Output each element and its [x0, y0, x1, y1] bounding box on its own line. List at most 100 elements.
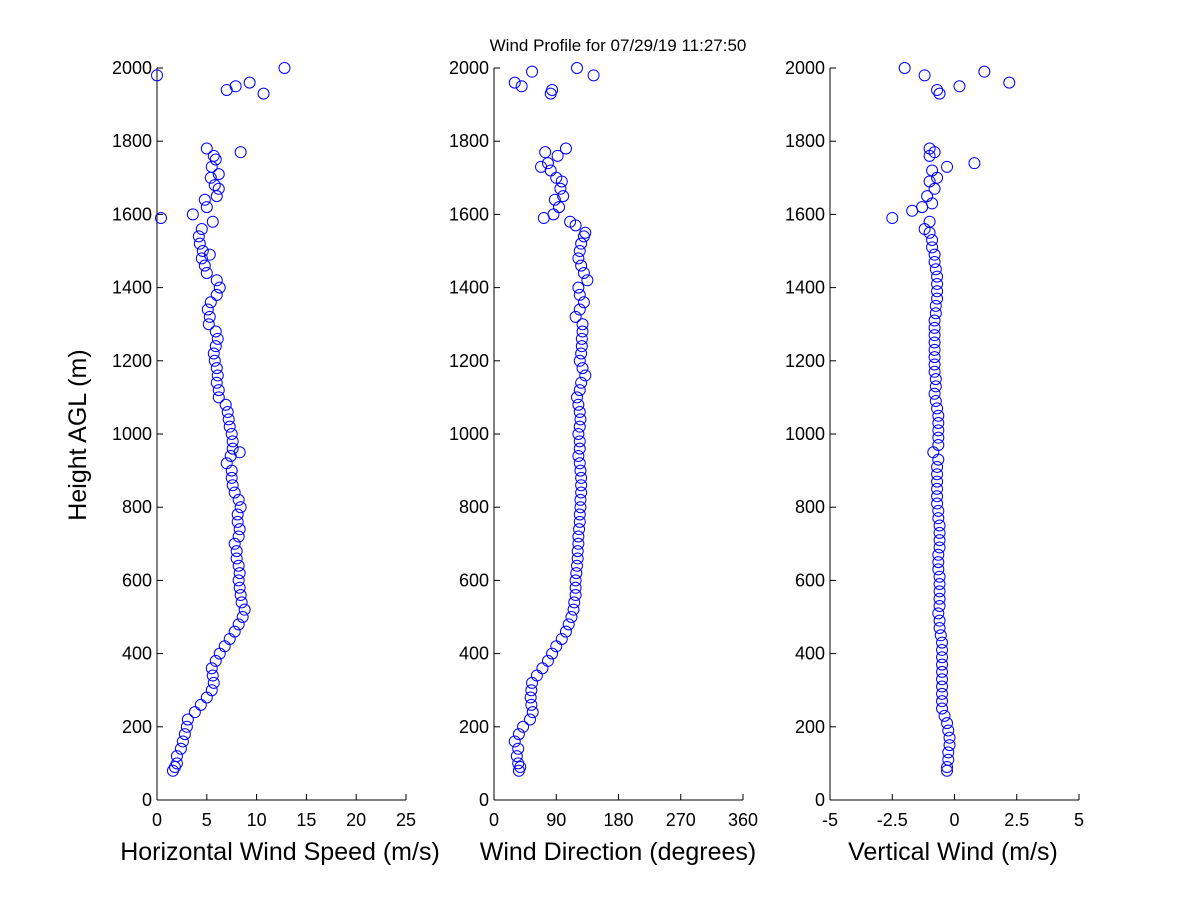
speed-data-point: [213, 281, 226, 294]
vertical-wind-data-point: [936, 680, 949, 693]
direction-x-tick-label: 180: [603, 810, 633, 830]
speed-y-tick-label: 1800: [112, 131, 152, 151]
direction-y-tick-label: 400: [459, 644, 489, 664]
direction-y-tick-label: 0: [479, 790, 489, 810]
direction-y-tick-label: 2000: [449, 58, 489, 78]
vertical-wind-data-point: [936, 687, 949, 700]
vertical-wind-data-point: [928, 248, 941, 261]
speed-data-point: [232, 530, 245, 543]
direction-data-point: [569, 574, 582, 587]
vertical-wind-data-point: [933, 600, 946, 613]
vertical-wind-data-point: [928, 321, 941, 334]
speed-data-point: [228, 625, 241, 638]
speed-data-point: [211, 369, 224, 382]
vertical-wind-data-point: [932, 556, 945, 569]
direction-data-point: [573, 420, 586, 433]
vertical-wind-data-point: [923, 175, 936, 188]
speed-data-point: [225, 471, 238, 484]
direction-x-tick-label: 360: [728, 810, 758, 830]
direction-data-point: [573, 508, 586, 521]
speed-data-point: [178, 728, 191, 741]
vertical-wind-data-point: [931, 277, 944, 290]
direction-data-point: [508, 76, 521, 89]
vertical-wind-data-point: [928, 329, 941, 342]
speed-data-point: [211, 332, 224, 345]
speed-data-point: [235, 596, 248, 609]
vertical-wind-data-point: [933, 570, 946, 583]
vertical-wind-data-point: [942, 746, 955, 759]
speed-data-point: [208, 179, 221, 192]
speed-data-point: [232, 493, 245, 506]
direction-data-point: [572, 252, 585, 265]
direction-data-point: [541, 157, 554, 170]
direction-data-point: [574, 413, 587, 426]
direction-data-point: [557, 190, 570, 203]
vertical-wind-data-point: [978, 65, 991, 78]
direction-data-point: [523, 713, 536, 726]
vertical-wind-y-tick-label: 2000: [785, 58, 825, 78]
vertical-wind-data-point: [886, 212, 899, 225]
direction-data-point: [573, 245, 586, 257]
vertical-wind-data-point: [932, 438, 945, 451]
speed-y-tick-label: 200: [122, 717, 152, 737]
direction-data-point: [573, 354, 586, 367]
vertical-wind-data-point: [942, 724, 955, 737]
vertical-wind-data-point: [929, 395, 942, 408]
vertical-wind-data-point: [943, 739, 956, 752]
direction-data-point: [573, 435, 586, 448]
speed-x-tick-label: 25: [396, 810, 416, 830]
direction-data-point: [575, 237, 588, 250]
vertical-wind-data-point: [928, 343, 941, 356]
vertical-wind-y-tick-label: 1400: [785, 278, 825, 298]
speed-y-tick-label: 800: [122, 497, 152, 517]
vertical-wind-data-point: [933, 87, 946, 100]
vertical-wind-data-point: [938, 709, 951, 722]
direction-data-point: [571, 391, 583, 404]
speed-data-point: [200, 201, 213, 214]
vertical-wind-data-point: [932, 548, 945, 561]
speed-y-tick-label: 1000: [112, 424, 152, 444]
vertical-wind-data-point: [943, 731, 956, 744]
vertical-wind-y-tick-label: 400: [795, 644, 825, 664]
direction-y-tick-label: 1400: [449, 278, 489, 298]
speed-data-point: [232, 559, 245, 572]
speed-data-point: [233, 567, 246, 580]
speed-data-point: [243, 76, 256, 89]
direction-data-point: [581, 274, 594, 287]
direction-y-tick-label: 600: [459, 570, 489, 590]
vertical-wind-data-point: [942, 753, 955, 766]
speed-y-tick-label: 2000: [112, 58, 152, 78]
direction-data-point: [579, 226, 592, 239]
vertical-wind-data-point: [936, 702, 949, 715]
direction-data-point: [572, 398, 585, 411]
direction-data-point: [510, 750, 523, 763]
speed-data-point: [222, 413, 235, 426]
speed-x-axis-label: Horizontal Wind Speed (m/s): [120, 838, 440, 866]
direction-data-point: [574, 464, 587, 477]
speed-data-point: [154, 212, 167, 225]
vertical-wind-data-point: [931, 482, 944, 495]
vertical-wind-data-point: [926, 164, 939, 177]
direction-data-point: [572, 281, 585, 294]
speed-data-point: [231, 515, 244, 528]
speed-data-point: [212, 168, 225, 181]
speed-panel: Horizontal Wind Speed (m/s) 020040060080…: [112, 58, 440, 866]
direction-data-point: [575, 332, 588, 345]
vertical-wind-data-point: [923, 142, 936, 155]
vertical-wind-y-tick-label: 1800: [785, 131, 825, 151]
vertical-wind-data-point: [929, 299, 942, 312]
speed-y-tick-label: 1400: [112, 278, 152, 298]
direction-data-point: [567, 603, 580, 616]
vertical-wind-data-point: [936, 658, 949, 671]
speed-data-point: [209, 654, 222, 667]
vertical-wind-data-point: [933, 585, 946, 598]
speed-data-point: [234, 501, 247, 514]
speed-y-tick-label: 1200: [112, 351, 152, 371]
vertical-wind-data-point: [931, 468, 944, 481]
vertical-wind-data-point: [933, 614, 946, 627]
speed-x-tick-label: 5: [202, 810, 212, 830]
vertical-wind-data-point: [931, 497, 944, 510]
speed-data-point: [230, 545, 243, 558]
speed-data-point: [170, 750, 183, 763]
direction-data-point: [526, 706, 539, 719]
